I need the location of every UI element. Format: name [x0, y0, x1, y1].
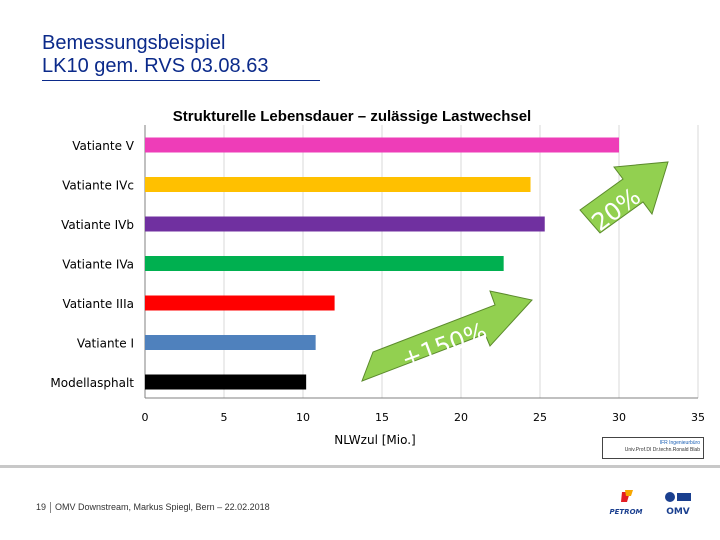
category-label: Vatiante IIIa [62, 297, 134, 311]
institute-tag-line1: IFR Ingenieurbüro [659, 440, 700, 446]
petrom-logo: PETROM [610, 490, 643, 516]
footer-rule [0, 465, 720, 468]
arrow-plus-150-shape [361, 290, 533, 382]
petrom-logo-text: PETROM [610, 508, 643, 516]
footer-separator [50, 502, 52, 514]
category-label: Vatiante IVb [61, 218, 134, 232]
omv-logo-text: OMV [666, 507, 690, 517]
category-label: Vatiante I [77, 337, 134, 351]
x-tick-label: 5 [221, 411, 228, 424]
institute-tag: IFR Ingenieurbüro Univ.Prof.DI Dr.techn.… [602, 437, 704, 459]
category-label: Vatiante IVa [62, 258, 134, 272]
bar [145, 374, 307, 390]
slide-title: Bemessungsbeispiel LK10 gem. RVS 03.08.6… [42, 32, 268, 78]
bar [145, 216, 545, 232]
institute-tag-line2: Univ.Prof.DI Dr.techn.Ronald Blab [624, 447, 700, 453]
x-tick-label: 20 [454, 411, 468, 424]
bar [145, 177, 531, 192]
slide-title-line1: Bemessungsbeispiel [42, 32, 226, 54]
x-tick-label: 0 [142, 411, 149, 424]
bar [145, 335, 316, 350]
bar [145, 256, 504, 271]
x-tick-label: 10 [296, 411, 310, 424]
category-label: Modellasphalt [50, 376, 134, 390]
title-underline [42, 80, 320, 81]
x-tick-label: 30 [612, 411, 626, 424]
bar [145, 137, 619, 153]
footer: 19 OMV Downstream, Markus Spiegl, Bern – … [36, 502, 270, 514]
footer-text: OMV Downstream, Markus Spiegl, Bern – 22… [55, 502, 270, 512]
bar-chart: Strukturelle Lebensdauer – zulässige Las… [50, 108, 705, 447]
omv-logo: OMV [665, 492, 691, 517]
chart-title: Strukturelle Lebensdauer – zulässige Las… [173, 108, 531, 125]
category-label: Vatiante IVc [62, 179, 134, 193]
x-tick-label: 25 [533, 411, 547, 424]
arrow-plus-150: +150% [361, 290, 533, 382]
x-axis-label: NLWzul [Mio.] [334, 433, 415, 447]
bar [145, 295, 335, 311]
category-label: Vatiante V [72, 139, 135, 153]
page-number: 19 [36, 502, 47, 512]
arrow-plus-20-shape [579, 161, 669, 234]
slide-title-line2: LK10 gem. RVS 03.08.63 [42, 55, 269, 77]
x-tick-label: 35 [691, 411, 705, 424]
x-tick-label: 15 [375, 411, 389, 424]
